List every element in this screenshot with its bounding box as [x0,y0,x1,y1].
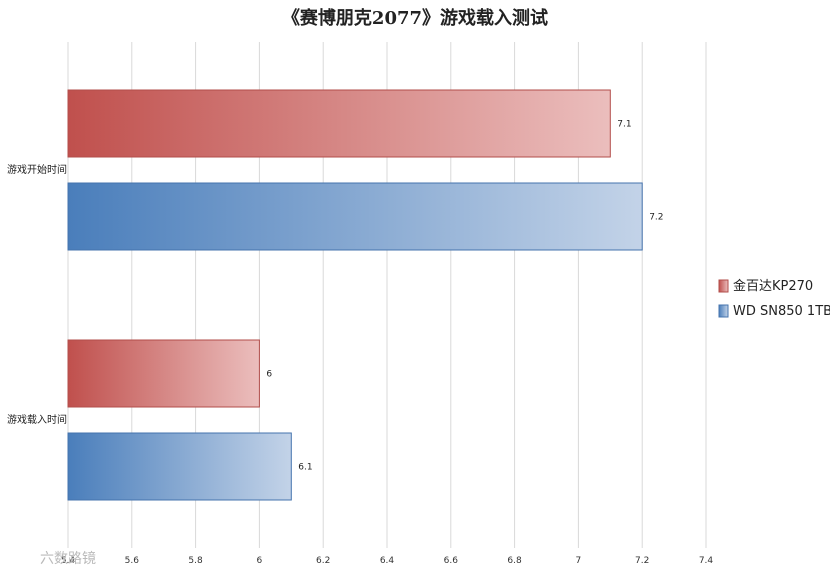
data-label: 7.2 [649,213,663,223]
labels: 5.4 5.6 5.8 6 6.2 6.4 6.6 6.8 7 7.2 7.4 游戏开始时间 7.1 7.… [7,120,713,567]
category-label: 游戏开始时间 [7,163,67,176]
x-tick-label: 5.4 [61,556,76,566]
x-tick-label: 6.4 [380,556,395,566]
bar [67,89,611,158]
watermark-text: 六数路镜 [40,551,96,567]
category-label: 游戏载入时间 [7,413,67,426]
x-tick-label: 6.2 [316,556,330,566]
bar [67,339,260,408]
legend-label: 金百达KP270 [733,278,813,294]
x-tick-label: 6.8 [507,556,522,566]
x-tick-label: 6.6 [444,556,459,566]
legend-swatch [718,279,729,293]
x-tick-label: 5.8 [188,556,203,566]
legend-label: WD SN850 1TB [733,304,830,319]
legend-swatch [718,304,729,318]
bar [67,182,643,251]
x-tick-label: 5.6 [125,556,140,566]
data-label: 6 [266,370,272,380]
bar [67,432,292,501]
x-tick-label: 7.2 [635,556,649,566]
chart-title: 《赛博朋克2077》游戏载入测试 [282,7,548,29]
x-tick-label: 7.4 [699,556,714,566]
x-tick-label: 7 [576,556,582,566]
legend: 金百达KP270 WD SN850 1TB [718,278,830,319]
bars [67,89,643,501]
data-label: 7.1 [617,120,631,130]
data-label: 6.1 [298,463,312,473]
x-tick-label: 6 [257,556,263,566]
